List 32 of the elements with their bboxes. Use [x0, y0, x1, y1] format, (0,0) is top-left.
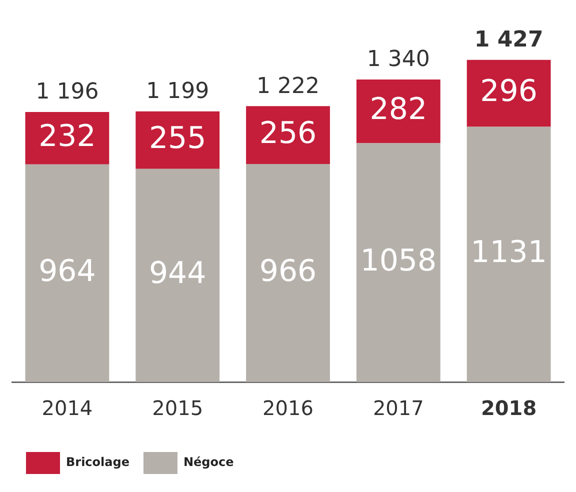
x-tick-label: 2017: [372, 396, 424, 420]
bar: [466, 126, 551, 382]
total-label: 1 222: [256, 74, 320, 99]
data-label: 1058: [360, 243, 437, 278]
bar: [246, 106, 330, 164]
data-label: 282: [370, 92, 428, 128]
bar: [136, 168, 220, 382]
bar: [356, 143, 440, 382]
data-label: 964: [38, 254, 96, 289]
legend-label: Négoce: [183, 455, 234, 470]
total-label: 1 427: [474, 28, 544, 53]
data-label: 966: [259, 254, 317, 289]
bar: [466, 60, 551, 127]
data-label: 1131: [470, 235, 547, 270]
data-label: 944: [148, 256, 206, 292]
x-tick-label: 2016: [262, 396, 314, 420]
total-label: 1 340: [366, 47, 430, 72]
total-label: 1 199: [146, 79, 210, 104]
bar: [356, 80, 440, 144]
data-label: 255: [148, 120, 206, 156]
bar: [25, 164, 110, 382]
x-tick-label: 2015: [152, 396, 204, 420]
x-tick-label: 2014: [42, 396, 93, 420]
data-label: 256: [259, 116, 317, 151]
x-tick-label: 2018: [480, 396, 537, 420]
data-label: 296: [480, 74, 538, 110]
bar: [25, 112, 110, 164]
legend-label: Bricolage: [66, 455, 130, 470]
bar: [136, 111, 220, 169]
bar: [246, 164, 330, 382]
data-label: 232: [38, 119, 96, 154]
total-label: 1 196: [36, 80, 99, 105]
